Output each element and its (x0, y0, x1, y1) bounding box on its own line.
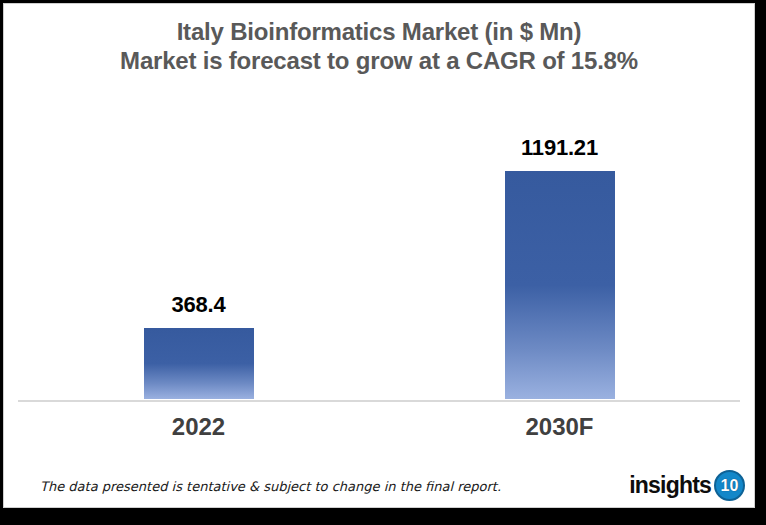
logo-10-badge-icon: 10 (714, 470, 745, 501)
category-label-2022: 2022 (18, 413, 379, 441)
chart-card: Italy Bioinformatics Market (in $ Mn) Ma… (3, 3, 755, 508)
plot-area: 368.4 1191.21 (18, 79, 740, 399)
chart-title: Italy Bioinformatics Market (in $ Mn) Ma… (4, 17, 754, 75)
x-axis-line (18, 400, 740, 402)
bar-value-label: 1191.21 (521, 135, 598, 161)
category-axis: 20222030F (18, 413, 740, 441)
logo-wordmark: insights (629, 472, 711, 499)
bar-group-2030F: 1191.21 (379, 135, 740, 399)
insights10-logo: insights 10 (629, 470, 745, 501)
footer-disclaimer: The data presented is tentative & subjec… (40, 479, 501, 494)
screenshot-frame: Italy Bioinformatics Market (in $ Mn) Ma… (0, 0, 766, 525)
chart-title-line1: Italy Bioinformatics Market (in $ Mn) (4, 17, 754, 46)
category-label-2030F: 2030F (379, 413, 740, 441)
chart-title-line2: Market is forecast to grow at a CAGR of … (4, 46, 754, 75)
bar-2030F (505, 171, 615, 399)
bar-value-label: 368.4 (171, 292, 225, 318)
bar-group-2022: 368.4 (18, 292, 379, 399)
bar-2022 (144, 328, 254, 399)
